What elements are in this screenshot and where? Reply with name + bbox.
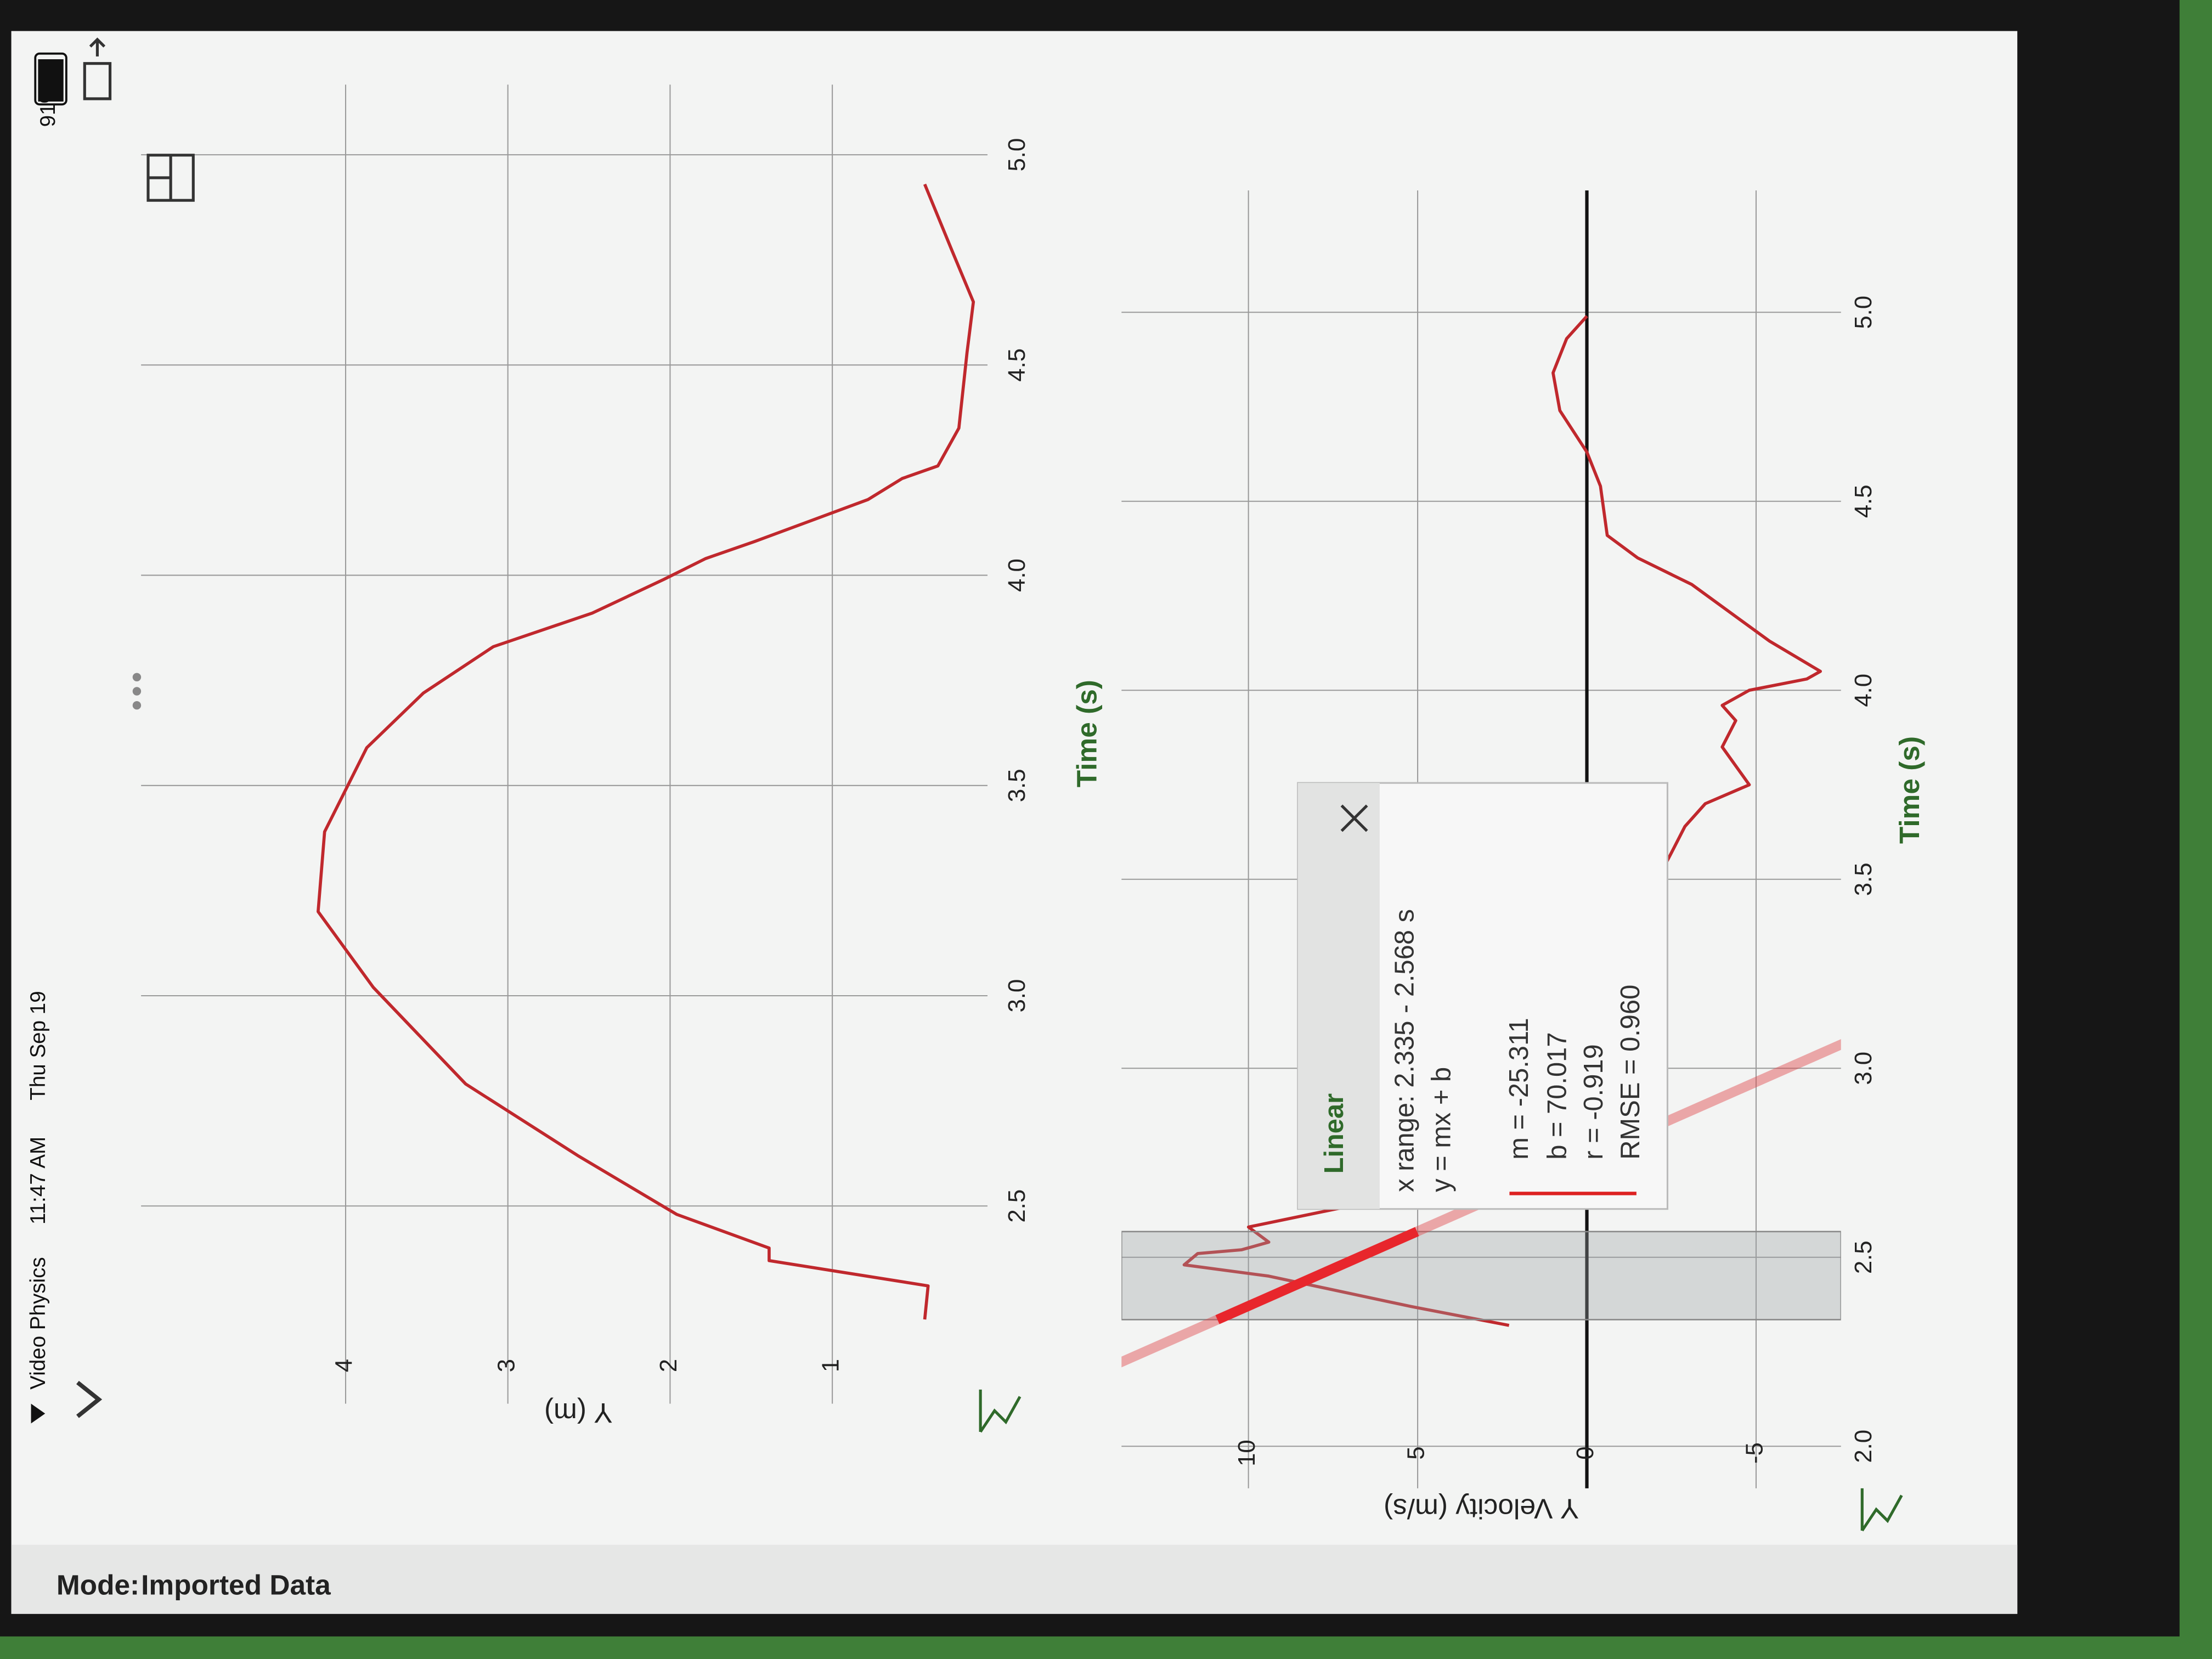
- fit-r: r = -0.919: [1579, 1044, 1609, 1159]
- x-tick-label: 3.5: [1003, 769, 1030, 802]
- x-tick-label: 3.5: [1850, 862, 1877, 896]
- more-dots[interactable]: [132, 673, 142, 710]
- x-tick-label: 2.5: [1850, 1240, 1877, 1274]
- back-indicator: [31, 1403, 46, 1424]
- plot-area: [1121, 315, 1841, 1368]
- clock: 11:47 AM: [26, 1137, 50, 1224]
- battery-level: [38, 59, 64, 102]
- y-tick-label: -5: [1741, 1442, 1768, 1464]
- close-button[interactable]: [1340, 804, 1368, 832]
- y-tick-label: 2: [655, 1359, 682, 1372]
- y-tick-label: 1: [817, 1359, 844, 1372]
- fit-b: b = 70.017: [1542, 1032, 1572, 1159]
- x-tick-label: 2.0: [1850, 1430, 1877, 1463]
- share-button[interactable]: [83, 37, 112, 100]
- y-tick-label: 4: [331, 1359, 358, 1372]
- fit-range-text: x range: 2.335 - 2.568 s: [1390, 909, 1420, 1192]
- x-tick-label: 2.5: [1003, 1189, 1030, 1223]
- x-tick-label: 4.5: [1850, 484, 1877, 518]
- mode-label: Mode:: [57, 1568, 139, 1600]
- content: 2.5 3.0 3.5 4.0 4.5 5.0 1 2 3 4 Y (m) Time (s) 2.0 2.…: [141, 84, 1925, 1525]
- plot-area: [317, 183, 975, 1320]
- battery-icon: [34, 52, 67, 106]
- fit-equation: y = mx + b: [1426, 1067, 1456, 1192]
- x-tick-label: 5.0: [1850, 296, 1877, 329]
- date: Thu Sep 19: [26, 991, 50, 1100]
- x-tick-label: 3.0: [1850, 1052, 1877, 1085]
- y-axis-label: Y Velocity (m/s): [1384, 1493, 1579, 1525]
- chart-icon[interactable]: [979, 1389, 1022, 1433]
- layout-button[interactable]: [146, 154, 195, 202]
- x-axis-label: Time (s): [1893, 736, 1925, 844]
- x-axis-label: Time (s): [1071, 680, 1103, 787]
- x-tick-label: 3.0: [1003, 979, 1030, 1013]
- fit-title: Linear: [1319, 1093, 1349, 1174]
- data-line: [1182, 315, 1822, 1327]
- screen: [11, 31, 2018, 1614]
- y-tick-label: 5: [1403, 1446, 1430, 1459]
- fit-m: m = -25.311: [1504, 1018, 1534, 1159]
- fit-panel-header: [1297, 783, 1380, 1209]
- back-button[interactable]: [76, 1380, 103, 1418]
- x-tick-label: 4.0: [1850, 674, 1877, 707]
- x-tick-label: 5.0: [1003, 138, 1030, 172]
- mode-value: Imported Data: [141, 1568, 331, 1600]
- chart-icon[interactable]: [1860, 1488, 1903, 1532]
- y-tick-label: 3: [493, 1359, 520, 1372]
- mode-bar: [11, 1544, 2018, 1614]
- x-tick-label: 4.5: [1003, 348, 1030, 382]
- y-axis-label: Y (m): [544, 1397, 613, 1429]
- fit-range: [1121, 1231, 1841, 1321]
- fit-line-selected: [1215, 1227, 1419, 1324]
- data-line: [317, 183, 975, 1320]
- y-tick-label: 0: [1572, 1446, 1599, 1459]
- app-name: Video Physics: [26, 1257, 50, 1390]
- y-tick-label: 10: [1233, 1440, 1260, 1466]
- x-tick-label: 4.0: [1003, 558, 1030, 592]
- fit-rmse: RMSE = 0.960: [1616, 985, 1645, 1160]
